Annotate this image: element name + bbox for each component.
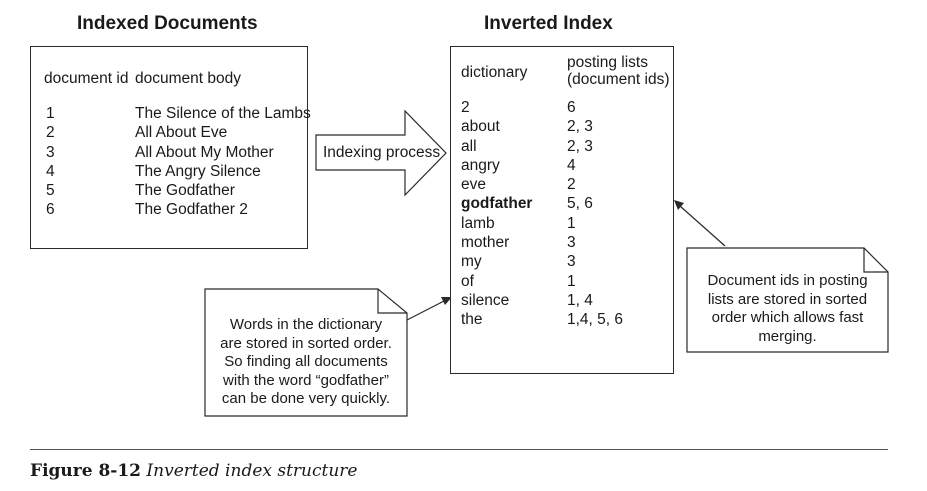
dictionary-term: mother (461, 234, 510, 252)
document-id: 2 (46, 124, 55, 142)
note-right-fold (863, 248, 888, 273)
note-right-line: Document ids in posting (707, 272, 868, 289)
note-right-text: Document ids in posting lists are stored… (687, 272, 888, 346)
posting-list: 3 (567, 234, 576, 252)
note-right-pointer-line (679, 205, 726, 247)
document-id-header: document id (44, 70, 129, 87)
dictionary-term: silence (461, 291, 510, 309)
dictionary-term: the (461, 311, 483, 329)
note-right-line: lists are stored in sorted (707, 290, 868, 308)
note-left-line: can be done very quickly. (221, 390, 391, 407)
document-id-column: 1 2 3 4 5 6 (46, 104, 55, 220)
dictionary-term: lamb (461, 214, 495, 232)
inverted-index-title: Inverted Index (484, 13, 613, 34)
inverted-index-box: dictionary posting lists (document ids) … (450, 46, 674, 374)
note-right-line: order which allows fast (711, 309, 864, 326)
note-right-shape (686, 247, 889, 353)
document-id: 5 (46, 182, 55, 200)
posting-list: 4 (567, 156, 576, 174)
posting-list: 6 (567, 99, 576, 116)
note-left-line: with the word “godfather” (223, 371, 389, 389)
posting-list: 5, 6 (567, 195, 593, 213)
document-body: All About My Mother (135, 143, 274, 161)
posting-lists-header: posting lists (567, 54, 648, 71)
note-left-shape (204, 288, 408, 417)
posting-list-column: 6 2, 3 2, 3 4 2 5, 6 1 3 3 1 1, 4 1,4, 5… (567, 98, 623, 330)
note-right-pointer-head (674, 200, 684, 210)
note-left-fold (377, 289, 407, 314)
dictionary-term: about (461, 118, 500, 136)
dictionary-term: all (461, 137, 477, 155)
posting-list: 2 (567, 176, 576, 194)
indexing-process-arrow (315, 109, 447, 197)
document-id: 3 (46, 143, 55, 161)
indexed-documents-title: Indexed Documents (77, 13, 258, 34)
posting-list: 1, 4 (567, 291, 593, 309)
posting-list: 1,4, 5, 6 (567, 311, 624, 329)
posting-list: 1 (567, 272, 576, 290)
posting-list: 1 (567, 214, 576, 232)
document-body: The Godfather 2 (135, 201, 248, 219)
note-left-text: Words in the dictionary are stored in so… (205, 316, 407, 409)
figure-caption: Figure 8-12 Inverted index structure (30, 461, 358, 481)
dictionary-term: eve (461, 176, 486, 194)
dictionary-term-highlighted: godfather (461, 195, 533, 213)
note-left-pointer-line (406, 299, 447, 321)
document-body-header: document body (135, 70, 241, 87)
posting-list: 2, 3 (567, 137, 593, 155)
note-left-pointer-head (441, 297, 452, 305)
note-left-line: So finding all documents (224, 353, 388, 370)
caption-divider (30, 449, 888, 450)
dictionary-term: angry (461, 156, 500, 174)
document-body: The Silence of the Lambs (135, 105, 311, 122)
document-id: 1 (46, 105, 55, 122)
posting-lists-subheader: (document ids) (567, 71, 670, 88)
document-id: 6 (46, 201, 55, 219)
dictionary-header: dictionary (461, 64, 528, 81)
note-left-line: are stored in sorted order. (220, 334, 392, 352)
document-body: The Angry Silence (135, 162, 261, 180)
figure-number: Figure 8-12 (30, 461, 142, 481)
dictionary-column: 2 about all angry eve godfather lamb mot… (461, 98, 532, 330)
document-body: All About Eve (135, 124, 228, 142)
note-left-line: Words in the dictionary (229, 316, 383, 333)
document-body: The Godfather (135, 182, 235, 200)
posting-list: 2, 3 (567, 118, 593, 136)
dictionary-term: of (461, 272, 474, 290)
note-right-line: merging. (758, 327, 817, 345)
indexed-documents-box: document id document body 1 2 3 4 5 6 Th… (30, 46, 311, 249)
document-id: 4 (46, 162, 55, 180)
dictionary-term: my (461, 253, 482, 271)
document-body-column: The Silence of the Lambs All About Eve A… (135, 104, 311, 220)
dictionary-term: 2 (461, 99, 470, 116)
indexing-process-label: Indexing process (323, 144, 441, 161)
figure-caption-text: Inverted index structure (146, 461, 358, 481)
posting-list: 3 (567, 253, 576, 271)
